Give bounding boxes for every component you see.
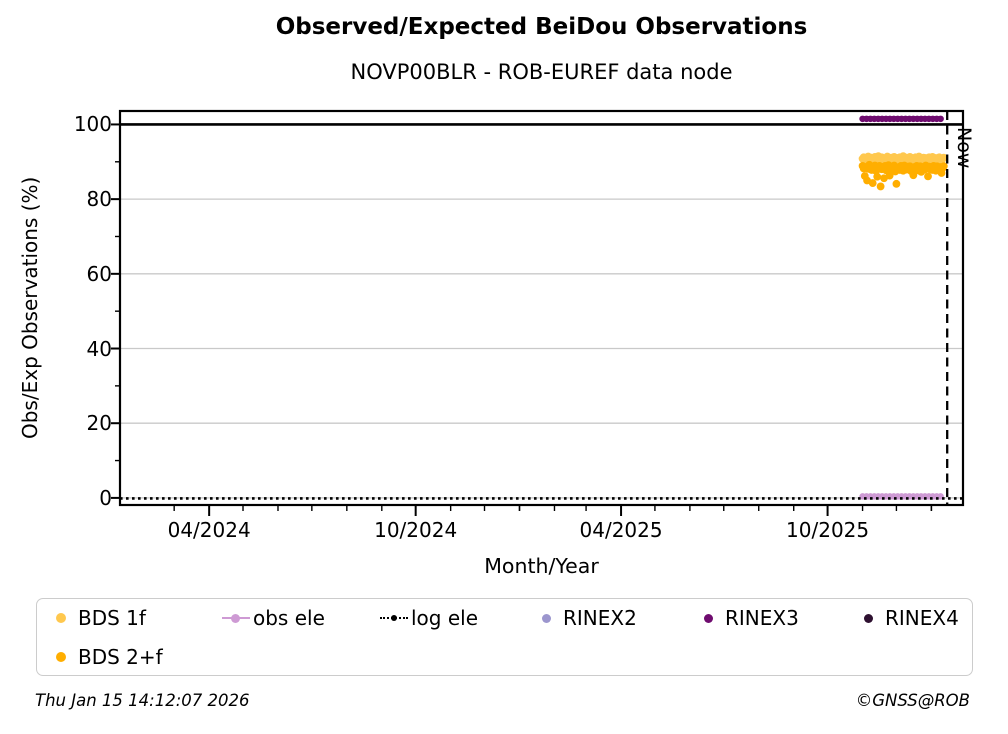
bds-2f-marker-icon (56, 652, 66, 662)
x-tick-label: 04/2025 (579, 518, 663, 542)
now-marker-label: Now (953, 127, 975, 169)
legend-item-rinex4: RINEX4 (885, 606, 959, 630)
rinex2-marker-icon (542, 614, 551, 623)
legend-item-rinex3: RINEX3 (725, 606, 799, 630)
x-tick-label: 04/2024 (167, 518, 251, 542)
log-ele-marker-icon (391, 615, 397, 621)
y-tick-label: 80 (86, 187, 112, 212)
y-tick-label: 100 (73, 112, 112, 137)
y-tick-label: 20 (86, 411, 112, 436)
legend-item-bds-1f: BDS 1f (78, 606, 146, 630)
y-tick-label: 60 (86, 261, 112, 286)
copyright-notice: ©GNSS@ROB (855, 691, 970, 710)
rinex3-marker-icon (704, 614, 713, 623)
rinex4-marker-icon (864, 614, 873, 623)
legend-item-rinex2: RINEX2 (563, 606, 637, 630)
x-tick-label: 10/2024 (374, 518, 458, 542)
plot-timestamp: Thu Jan 15 14:12:07 2026 (35, 691, 250, 710)
bds-1f-marker-icon (56, 613, 66, 623)
legend-item-obs-ele: obs ele (253, 606, 325, 630)
chart-subtitle: NOVP00BLR - ROB-EUREF data node (350, 60, 733, 84)
obs-ele-marker-icon (231, 614, 240, 623)
chart-title: Observed/Expected BeiDou Observations (275, 14, 808, 40)
legend-box: BDS 1f obs ele log ele RINEX2 RINEX3 RIN… (36, 598, 973, 676)
legend-item-bds-2f: BDS 2+f (78, 645, 163, 669)
legend-item-log-ele: log ele (411, 606, 479, 630)
y-tick-label: 0 (99, 485, 112, 510)
x-axis-label: Month/Year (484, 554, 599, 578)
y-tick-label: 40 (86, 336, 112, 361)
x-tick-label: 10/2025 (786, 518, 870, 542)
